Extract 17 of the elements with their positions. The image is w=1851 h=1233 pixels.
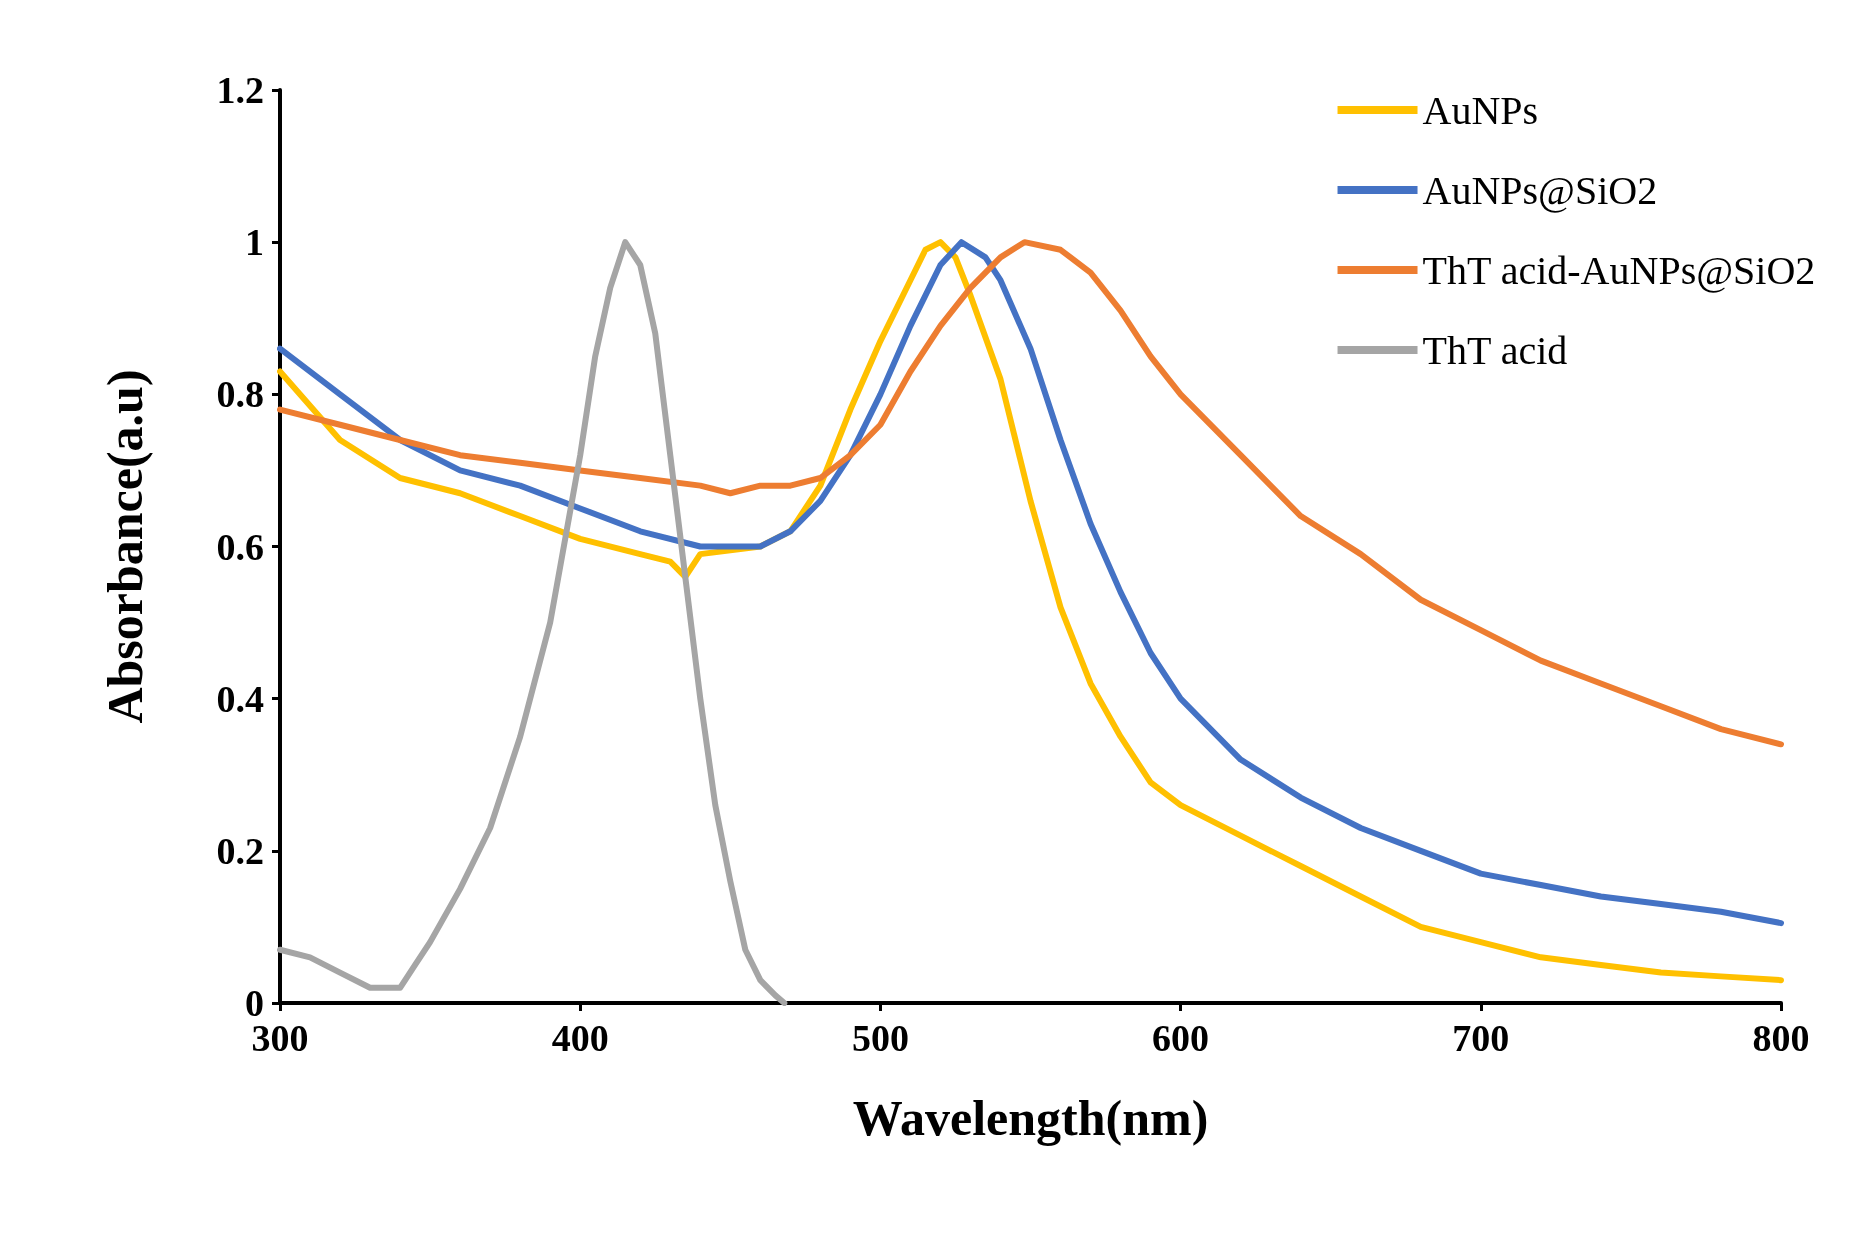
x-tick-label: 700	[1452, 1017, 1510, 1059]
x-tick-label: 400	[551, 1017, 609, 1059]
x-tick-label: 600	[1152, 1017, 1210, 1059]
y-tick-label: 0.8	[216, 373, 264, 416]
y-tick-label: 1	[245, 221, 264, 264]
y-axis-title: Absorbance(a.u)	[97, 369, 153, 724]
legend-label: ThT acid	[1422, 327, 1568, 373]
x-tick-label: 500	[851, 1017, 909, 1059]
x-axis-title: Wavelength(nm)	[852, 1090, 1209, 1146]
y-tick-label: 0.4	[216, 677, 264, 720]
y-tick-label: 0.2	[216, 829, 264, 872]
legend-label: AuNPs@SiO2	[1422, 167, 1658, 213]
legend-label: AuNPs	[1422, 87, 1539, 133]
y-tick-label: 1.2	[216, 69, 264, 111]
legend-label: ThT acid-AuNPs@SiO2	[1422, 247, 1816, 293]
y-tick-label: 0.6	[216, 525, 264, 568]
x-tick-label: 800	[1752, 1017, 1810, 1059]
